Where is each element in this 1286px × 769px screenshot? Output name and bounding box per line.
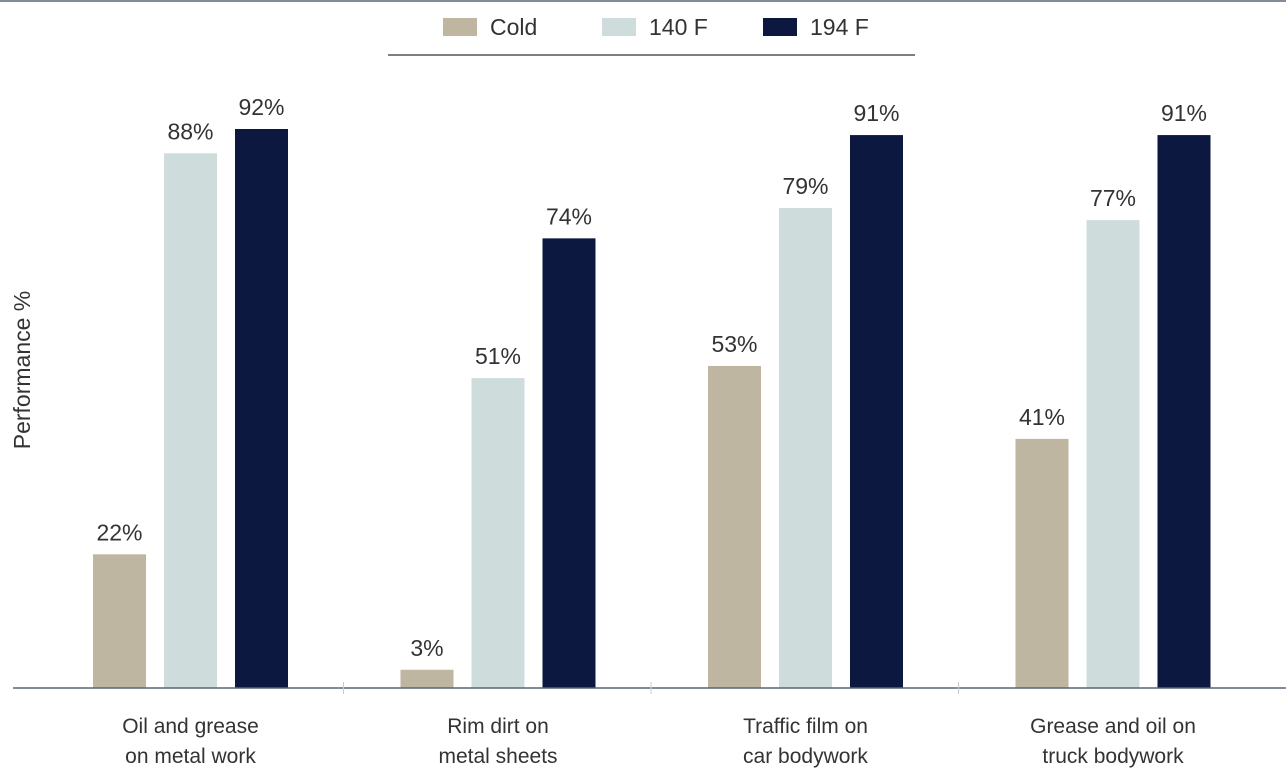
category-label: car bodywork <box>743 745 868 768</box>
bar-1-2 <box>164 153 217 689</box>
category-label: Traffic film on <box>743 715 868 738</box>
category-label: truck bodywork <box>1042 745 1184 768</box>
legend-label: Cold <box>490 14 537 40</box>
category-label: Oil and grease <box>122 715 259 738</box>
bar-4-2 <box>1086 220 1140 689</box>
legend-item-1: Cold <box>443 14 537 40</box>
category-label: on metal work <box>125 745 256 768</box>
bar-value-label: 41% <box>1019 404 1065 430</box>
bar-4-1 <box>1015 438 1069 688</box>
legend-swatch <box>602 18 636 36</box>
bar-3-1 <box>708 365 761 688</box>
bar-1-3 <box>235 129 288 688</box>
legend-item-3: 194 F <box>763 14 869 40</box>
legend: Cold 140 F 194 F <box>443 14 869 40</box>
category-label: Grease and oil on <box>1030 715 1196 738</box>
bar-value-label: 88% <box>167 118 213 144</box>
legend-item-2: 140 F <box>602 14 708 40</box>
bar-labels-group: 22% 88% 92% 3% 51% 74% 53% 79% 91% 41% 77% 91% <box>96 94 1207 661</box>
bar-value-label: 91% <box>853 100 899 126</box>
x-axis-ticks <box>343 682 959 694</box>
bar-value-label: 79% <box>782 173 828 199</box>
bars-group <box>93 129 1211 689</box>
bar-value-label: 92% <box>238 94 284 120</box>
legend-label: 194 F <box>810 14 869 40</box>
bar-3-2 <box>779 207 832 688</box>
bar-2-1 <box>400 669 454 688</box>
bar-3-3 <box>850 135 903 689</box>
bar-value-label: 51% <box>475 343 521 369</box>
category-label: Rim dirt on <box>447 715 549 738</box>
bar-value-label: 74% <box>546 203 592 229</box>
bar-value-label: 22% <box>96 519 142 545</box>
bar-value-label: 3% <box>410 635 443 661</box>
bar-1-1 <box>93 554 146 688</box>
bar-value-label: 77% <box>1090 185 1136 211</box>
bar-value-label: 53% <box>711 331 757 357</box>
bar-value-label: 91% <box>1161 100 1207 126</box>
legend-label: 140 F <box>649 14 708 40</box>
y-axis-label: Performance % <box>9 291 35 450</box>
legend-swatch <box>443 18 477 36</box>
category-label: metal sheets <box>438 745 557 768</box>
bar-2-2 <box>471 378 525 688</box>
category-labels-group: Oil and grease on metal work Rim dirt on me… <box>122 715 1196 768</box>
legend-swatch <box>763 18 797 36</box>
bar-2-3 <box>542 238 596 688</box>
bar-4-3 <box>1157 135 1211 689</box>
